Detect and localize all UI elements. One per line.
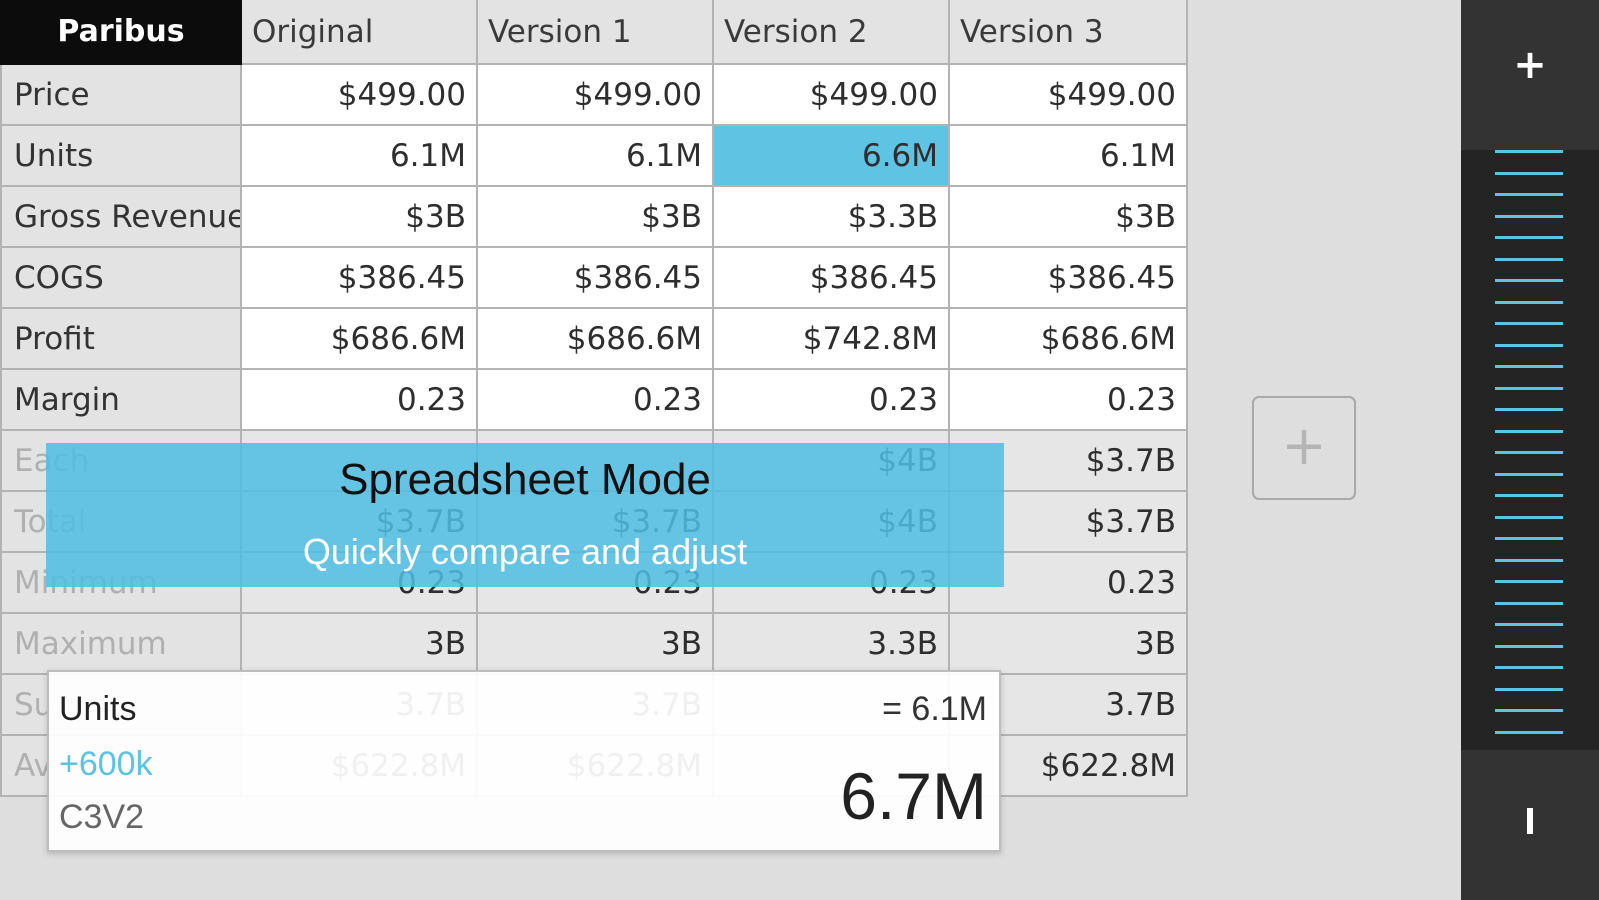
table-cell[interactable]: $686.6M xyxy=(476,307,714,370)
table-cell[interactable]: $386.45 xyxy=(240,246,478,309)
table-cell[interactable]: 6.6M xyxy=(712,124,950,187)
slider-tick xyxy=(1495,429,1563,433)
slider-tick xyxy=(1495,558,1563,562)
slider-tick xyxy=(1495,214,1563,218)
spreadsheet-mode-banner: Spreadsheet Mode Quickly compare and adj… xyxy=(46,443,1004,587)
popup-previous-value: = 6.1M xyxy=(882,690,987,728)
table-cell[interactable]: 0.23 xyxy=(240,368,478,431)
slider-tick xyxy=(1495,193,1563,196)
table-row: Gross Revenue $3B $3B $3.3B $3B xyxy=(0,185,1188,248)
slider-tick xyxy=(1495,623,1563,626)
table-cell[interactable]: $3B xyxy=(240,185,478,248)
table-row: Units 6.1M 6.1M 6.6M 6.1M xyxy=(0,124,1188,187)
slider-tick xyxy=(1495,687,1563,691)
slider-tick xyxy=(1495,644,1563,648)
slider-tick xyxy=(1495,365,1563,368)
slider-tick xyxy=(1495,730,1563,734)
table-cell[interactable]: 3B xyxy=(240,612,478,675)
table-row: COGS $386.45 $386.45 $386.45 $386.45 xyxy=(0,246,1188,309)
zoom-out-button[interactable] xyxy=(1527,808,1533,834)
row-label[interactable]: Margin xyxy=(0,368,242,431)
table-cell[interactable]: $3B xyxy=(476,185,714,248)
table-cell[interactable]: 0.23 xyxy=(476,368,714,431)
table-cell[interactable]: $499.00 xyxy=(476,63,714,126)
table-cell[interactable]: $742.8M xyxy=(712,307,950,370)
slider-tick xyxy=(1495,236,1563,239)
slider-tick xyxy=(1495,451,1563,454)
table-cell[interactable]: $386.45 xyxy=(476,246,714,309)
column-header-version-2[interactable]: Version 2 xyxy=(712,0,950,65)
table-cell[interactable]: $499.00 xyxy=(948,63,1188,126)
banner-subtitle: Quickly compare and adjust xyxy=(302,531,748,572)
row-label[interactable]: Price xyxy=(0,63,242,126)
banner-title: Spreadsheet Mode xyxy=(339,455,711,504)
table-cell[interactable]: $686.6M xyxy=(240,307,478,370)
table-cell[interactable]: $499.00 xyxy=(712,63,950,126)
table-cell[interactable]: 3.3B xyxy=(712,612,950,675)
table-cell[interactable]: 6.1M xyxy=(476,124,714,187)
table-cell[interactable]: 6.1M xyxy=(948,124,1188,187)
table-row: Maximum 3B 3B 3.3B 3B xyxy=(0,612,1188,675)
slider-tick xyxy=(1495,408,1563,411)
slider-tick xyxy=(1495,279,1563,282)
header-row: Paribus Original Version 1 Version 2 Ver… xyxy=(0,0,1188,65)
row-label[interactable]: Gross Revenue xyxy=(0,185,242,248)
column-header-original[interactable]: Original xyxy=(240,0,478,65)
row-label[interactable]: COGS xyxy=(0,246,242,309)
column-header-version-3[interactable]: Version 3 xyxy=(948,0,1188,65)
table-cell[interactable]: $3B xyxy=(948,185,1188,248)
table-row: Price $499.00 $499.00 $499.00 $499.00 xyxy=(0,63,1188,126)
slider-tick xyxy=(1495,472,1563,476)
slider-tick xyxy=(1495,322,1563,325)
zoom-in-button[interactable]: + xyxy=(1513,42,1547,88)
slider-tick xyxy=(1495,257,1563,261)
popup-cell-ref: C3V2 xyxy=(59,798,145,836)
value-adjust-popup[interactable]: Units +600k C3V2 = 6.1M 6.7M xyxy=(47,670,1001,852)
table-cell[interactable]: 3B xyxy=(948,612,1188,675)
popup-field-label: Units xyxy=(59,690,137,728)
table-cell[interactable]: $686.6M xyxy=(948,307,1188,370)
row-label[interactable]: Profit xyxy=(0,307,242,370)
table-cell[interactable]: $499.00 xyxy=(240,63,478,126)
zoom-slider[interactable] xyxy=(1461,150,1599,750)
table-cell[interactable]: $3.3B xyxy=(712,185,950,248)
table-cell[interactable]: $386.45 xyxy=(712,246,950,309)
slider-tick xyxy=(1495,515,1563,519)
row-label[interactable]: Maximum xyxy=(0,612,242,675)
slider-tick xyxy=(1495,494,1563,497)
slider-tick xyxy=(1495,150,1563,153)
table-cell[interactable]: 3B xyxy=(476,612,714,675)
slider-tick xyxy=(1495,580,1563,583)
column-header-version-1[interactable]: Version 1 xyxy=(476,0,714,65)
slider-tick xyxy=(1495,343,1563,347)
slider-tick xyxy=(1495,171,1563,175)
slider-tick xyxy=(1495,537,1563,540)
table-cell[interactable]: 6.1M xyxy=(240,124,478,187)
table-cell[interactable]: 0.23 xyxy=(712,368,950,431)
table-row: Margin 0.23 0.23 0.23 0.23 xyxy=(0,368,1188,431)
slider-tick xyxy=(1495,709,1563,712)
slider-tick xyxy=(1495,601,1563,605)
popup-current-value: 6.7M xyxy=(840,759,987,833)
table-cell[interactable]: $386.45 xyxy=(948,246,1188,309)
app-logo[interactable]: Paribus xyxy=(0,0,242,65)
slider-tick xyxy=(1495,666,1563,669)
row-label[interactable]: Units xyxy=(0,124,242,187)
side-zoom-panel: + xyxy=(1461,0,1599,900)
table-row: Profit $686.6M $686.6M $742.8M $686.6M xyxy=(0,307,1188,370)
popup-delta: +600k xyxy=(59,745,153,783)
table-cell[interactable]: 0.23 xyxy=(948,368,1188,431)
add-column-button[interactable]: + xyxy=(1252,396,1356,500)
slider-tick xyxy=(1495,300,1563,304)
slider-tick xyxy=(1495,386,1563,390)
